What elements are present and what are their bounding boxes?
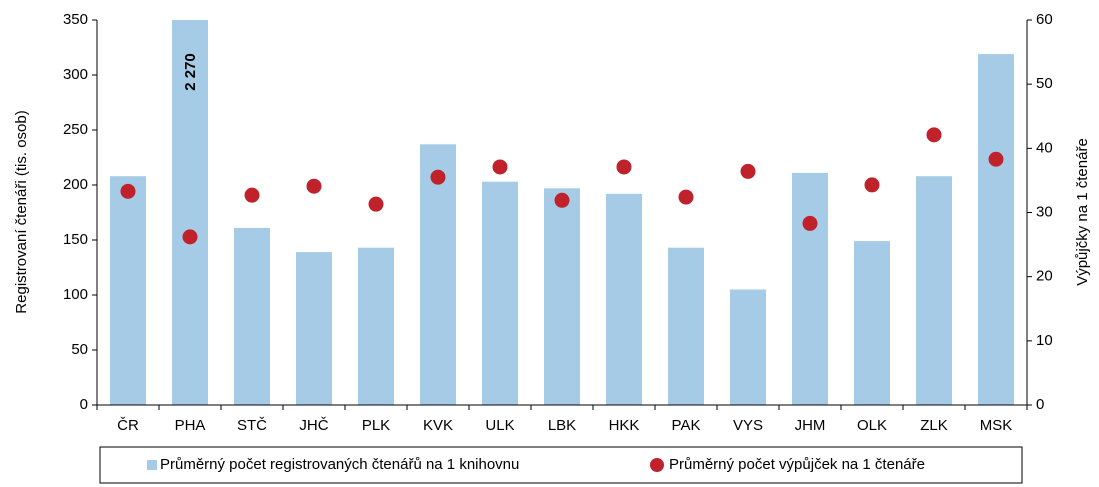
- bar: [544, 188, 580, 405]
- x-tick-label: PLK: [362, 417, 390, 434]
- y2-tick-label: 40: [1036, 139, 1053, 156]
- y-tick-label: 350: [63, 11, 88, 28]
- x-tick-label: OLK: [857, 417, 887, 434]
- dot: [244, 187, 260, 203]
- bar: [482, 181, 518, 405]
- legend-box: [99, 446, 1023, 484]
- dot: [554, 192, 570, 208]
- y2-tick-label: 10: [1036, 332, 1053, 349]
- bar: [358, 247, 394, 405]
- x-tick-label: STČ: [237, 417, 267, 434]
- y2-tick-label: 60: [1036, 11, 1053, 28]
- legend-label: Průměrný počet registrovaných čtenářů na…: [160, 456, 519, 473]
- legend-swatch: [650, 458, 664, 472]
- bar: [668, 247, 704, 405]
- x-tick-label: JHM: [795, 417, 826, 434]
- y2-tick-label: 50: [1036, 75, 1053, 92]
- y-tick-label: 0: [80, 396, 88, 413]
- bar: [420, 144, 456, 405]
- y-axis-title: Registrovaní čtenáři (tis. osob): [13, 110, 30, 313]
- x-tick-label: JHČ: [299, 417, 328, 434]
- bar: [110, 176, 146, 405]
- x-tick-label: LBK: [548, 417, 576, 434]
- dot: [492, 159, 508, 175]
- dot: [864, 177, 880, 193]
- dot: [368, 196, 384, 212]
- dot: [616, 159, 632, 175]
- dot: [802, 215, 818, 231]
- dot: [430, 169, 446, 185]
- x-tick-label: ČR: [117, 417, 139, 434]
- bar-value-label: 2 270: [182, 53, 199, 91]
- y2-axis-title: Výpůjčky na 1 čtenáře: [1074, 138, 1091, 286]
- x-tick-label: ZLK: [920, 417, 948, 434]
- x-tick-label: KVK: [423, 417, 453, 434]
- y-tick-label: 200: [63, 176, 88, 193]
- y-tick-label: 100: [63, 286, 88, 303]
- y2-tick-label: 0: [1036, 396, 1044, 413]
- dot: [926, 127, 942, 143]
- x-tick-label: ULK: [485, 417, 514, 434]
- bar: [606, 193, 642, 405]
- x-tick-label: HKK: [609, 417, 640, 434]
- x-tick-label: VYS: [733, 417, 763, 434]
- dot: [182, 229, 198, 245]
- bar: [234, 227, 270, 405]
- bar: [792, 172, 828, 405]
- dot: [120, 183, 136, 199]
- bar: [916, 176, 952, 405]
- y-tick-label: 300: [63, 66, 88, 83]
- legend-swatch: [147, 460, 157, 470]
- bar: [854, 241, 890, 405]
- dot: [740, 163, 756, 179]
- y-tick-label: 150: [63, 231, 88, 248]
- x-tick-label: MSK: [980, 417, 1013, 434]
- x-tick-label: PAK: [672, 417, 701, 434]
- x-tick-label: PHA: [175, 417, 206, 434]
- y-tick-label: 50: [71, 341, 88, 358]
- dot: [988, 151, 1004, 167]
- y2-tick-label: 30: [1036, 203, 1053, 220]
- dot: [678, 189, 694, 205]
- bar: [296, 252, 332, 405]
- y-tick-label: 250: [63, 121, 88, 138]
- plot-area: [110, 20, 1014, 405]
- legend-label: Průměrný počet výpůjček na 1 čtenáře: [669, 456, 925, 473]
- bar: [730, 289, 766, 405]
- y2-tick-label: 20: [1036, 268, 1053, 285]
- dot: [306, 178, 322, 194]
- bar: [172, 20, 208, 405]
- bar: [978, 54, 1014, 405]
